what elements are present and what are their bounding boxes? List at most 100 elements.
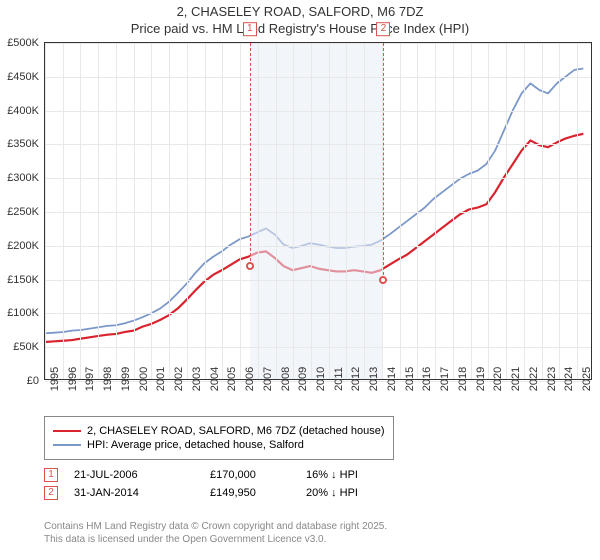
x-axis-tick: 2024	[559, 367, 575, 391]
sale-number: 1	[44, 468, 58, 482]
sale-price: £149,950	[210, 487, 290, 499]
x-axis-tick: 1995	[45, 367, 61, 391]
x-axis-tick: 2002	[169, 367, 185, 391]
x-axis-tick: 2022	[524, 367, 540, 391]
gridline-v	[240, 43, 241, 379]
gridline-v	[45, 43, 46, 379]
gridline-v	[364, 43, 365, 379]
gridline-v	[258, 43, 259, 379]
sale-marker-dot	[246, 262, 254, 270]
y-axis-tick: £200K	[7, 240, 45, 252]
gridline-h	[45, 212, 591, 213]
x-axis-tick: 1998	[98, 367, 114, 391]
legend: 2, CHASELEY ROAD, SALFORD, M6 7DZ (detac…	[44, 416, 394, 460]
x-axis-tick: 2012	[346, 367, 362, 391]
gridline-v	[98, 43, 99, 379]
plot-area: £0£50K£100K£150K£200K£250K£300K£350K£400…	[44, 42, 592, 380]
sale-marker-label: 1	[243, 22, 257, 36]
x-axis-tick: 2015	[400, 367, 416, 391]
gridline-v	[417, 43, 418, 379]
gridline-v	[187, 43, 188, 379]
x-axis-tick: 2000	[134, 367, 150, 391]
gridline-v	[453, 43, 454, 379]
gridline-h	[45, 77, 591, 78]
gridline-h	[45, 280, 591, 281]
x-axis-tick: 1999	[116, 367, 132, 391]
sale-hpi-delta: 20% ↓ HPI	[306, 487, 426, 499]
x-axis-tick: 2017	[435, 367, 451, 391]
marker-vline	[383, 43, 384, 280]
x-axis-tick: 2025	[577, 367, 593, 391]
x-axis-tick: 2001	[151, 367, 167, 391]
x-axis-tick: 2011	[329, 367, 345, 391]
sale-date: 31-JAN-2014	[74, 487, 194, 499]
x-axis-tick: 1997	[80, 367, 96, 391]
sale-price: £170,000	[210, 469, 290, 481]
title-line-1: 2, CHASELEY ROAD, SALFORD, M6 7DZ	[0, 4, 600, 21]
gridline-h	[45, 178, 591, 179]
x-axis-tick: 2006	[240, 367, 256, 391]
legend-swatch	[53, 444, 81, 446]
gridline-v	[151, 43, 152, 379]
gridline-h	[45, 246, 591, 247]
gridline-v	[116, 43, 117, 379]
footer-line-1: Contains HM Land Registry data © Crown c…	[44, 520, 387, 533]
x-axis-tick: 2020	[488, 367, 504, 391]
x-axis-tick: 2005	[222, 367, 238, 391]
title-line-2: Price paid vs. HM Land Registry's House …	[0, 21, 600, 38]
gridline-v	[524, 43, 525, 379]
gridline-v	[63, 43, 64, 379]
x-axis-tick: 2021	[506, 367, 522, 391]
x-axis-tick: 1996	[63, 367, 79, 391]
x-axis-tick: 2009	[293, 367, 309, 391]
x-axis-tick: 2013	[364, 367, 380, 391]
gridline-v	[80, 43, 81, 379]
x-axis-tick: 2023	[542, 367, 558, 391]
sale-date: 21-JUL-2006	[74, 469, 194, 481]
gridline-v	[471, 43, 472, 379]
gridline-v	[329, 43, 330, 379]
footer-attribution: Contains HM Land Registry data © Crown c…	[44, 520, 387, 546]
gridline-v	[276, 43, 277, 379]
gridline-h	[45, 43, 591, 44]
x-axis-tick: 2016	[417, 367, 433, 391]
y-axis-tick: £450K	[7, 71, 45, 83]
gridline-h	[45, 144, 591, 145]
gridline-v	[435, 43, 436, 379]
gridline-v	[205, 43, 206, 379]
x-axis-tick: 2004	[205, 367, 221, 391]
y-axis-tick: £500K	[7, 37, 45, 49]
legend-label: HPI: Average price, detached house, Salf…	[87, 439, 304, 451]
gridline-v	[506, 43, 507, 379]
x-axis-tick: 2008	[276, 367, 292, 391]
footer-line-2: This data is licensed under the Open Gov…	[44, 533, 387, 546]
gridline-v	[488, 43, 489, 379]
chart-container: { "title": { "line1": "2, CHASELEY ROAD,…	[0, 0, 600, 560]
legend-item: HPI: Average price, detached house, Salf…	[53, 439, 385, 451]
gridline-v	[134, 43, 135, 379]
chart-title: 2, CHASELEY ROAD, SALFORD, M6 7DZ Price …	[0, 0, 600, 40]
sale-marker-dot	[379, 276, 387, 284]
gridline-v	[400, 43, 401, 379]
legend-label: 2, CHASELEY ROAD, SALFORD, M6 7DZ (detac…	[87, 425, 385, 437]
legend-item: 2, CHASELEY ROAD, SALFORD, M6 7DZ (detac…	[53, 425, 385, 437]
gridline-v	[293, 43, 294, 379]
x-axis-tick: 2018	[453, 367, 469, 391]
sale-hpi-delta: 16% ↓ HPI	[306, 469, 426, 481]
gridline-v	[346, 43, 347, 379]
x-axis-tick: 2010	[311, 367, 327, 391]
sale-records: 1 21-JUL-2006 £170,000 16% ↓ HPI 2 31-JAN-201…	[44, 464, 426, 504]
sale-number: 2	[44, 486, 58, 500]
gridline-v	[169, 43, 170, 379]
gridline-v	[542, 43, 543, 379]
gridline-h	[45, 313, 591, 314]
gridline-v	[222, 43, 223, 379]
y-axis-tick: £150K	[7, 274, 45, 286]
y-axis-tick: £350K	[7, 138, 45, 150]
gridline-v	[577, 43, 578, 379]
sale-row: 2 31-JAN-2014 £149,950 20% ↓ HPI	[44, 486, 426, 500]
x-axis-tick: 2003	[187, 367, 203, 391]
x-axis-tick: 2007	[258, 367, 274, 391]
sale-row: 1 21-JUL-2006 £170,000 16% ↓ HPI	[44, 468, 426, 482]
x-axis-tick: 2019	[471, 367, 487, 391]
